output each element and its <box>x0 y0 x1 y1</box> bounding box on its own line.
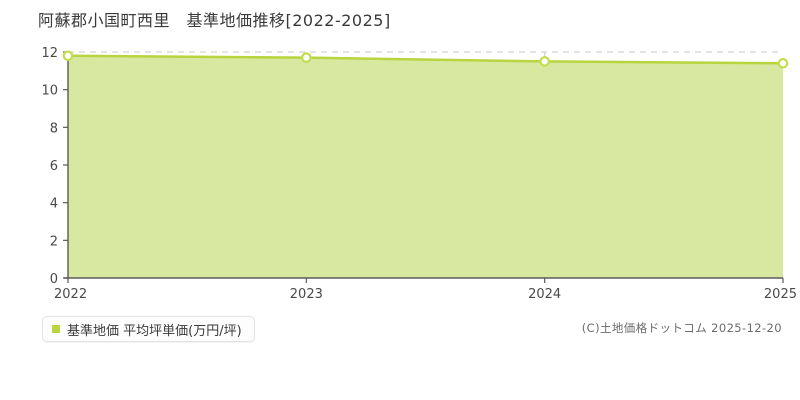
y-tick-label: 12 <box>41 46 58 61</box>
credit-text: (C)土地価格ドットコム 2025-12-20 <box>581 321 782 335</box>
y-tick-label: 4 <box>50 197 58 212</box>
x-tick-label: 2025 <box>764 287 797 302</box>
x-tick-label: 2023 <box>290 287 323 302</box>
legend-item-label: 基準地価 平均坪単価(万円/坪) <box>67 323 242 339</box>
page-title: 阿蘇郡小国町西里 基準地価推移[2022-2025] <box>38 11 391 30</box>
data-point-marker[interactable] <box>301 52 312 63</box>
y-tick-label: 8 <box>50 121 58 136</box>
y-tick-label: 0 <box>50 272 58 287</box>
series-color-swatch <box>52 325 60 333</box>
series-line <box>67 54 784 65</box>
data-point-marker[interactable] <box>777 57 789 69</box>
y-tick-label: 2 <box>50 234 58 249</box>
x-tick-label: 2022 <box>54 287 87 302</box>
y-tick-label: 6 <box>50 159 58 174</box>
data-point-marker[interactable] <box>62 50 74 62</box>
series-area-fill <box>68 55 783 279</box>
chart-legend[interactable]: 基準地価 平均坪単価(万円/坪) <box>42 316 255 342</box>
data-point-marker[interactable] <box>539 56 550 67</box>
y-tick-label: 10 <box>41 84 58 99</box>
x-tick-label: 2024 <box>528 287 561 302</box>
